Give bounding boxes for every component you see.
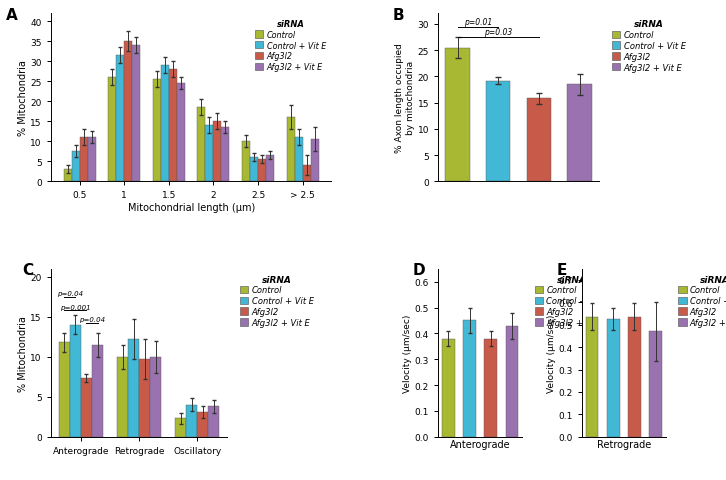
Bar (242, 142, 250, 182)
Bar (150, 357, 161, 437)
Bar (139, 360, 150, 437)
Bar (132, 47, 140, 182)
X-axis label: Retrograde: Retrograde (597, 440, 651, 450)
Legend: Control, Control + Vit E, Afg3l2, Afg3l2 + Vit E: Control, Control + Vit E, Afg3l2, Afg3l2… (610, 19, 688, 74)
Bar (187, 405, 197, 437)
Bar (64, 169, 72, 182)
Bar (311, 140, 319, 182)
Legend: Control, Control + Vit E, Afg3l2, Afg3l2 + Vit E: Control, Control + Vit E, Afg3l2, Afg3l2… (533, 273, 610, 329)
Bar (258, 160, 266, 182)
Bar (81, 379, 92, 437)
Text: B: B (393, 8, 404, 23)
Legend: Control, Control + Vit E, Afg3l2, Afg3l2 + Vit E: Control, Control + Vit E, Afg3l2, Afg3l2… (238, 273, 316, 329)
Text: E: E (556, 263, 567, 277)
Bar (213, 122, 221, 182)
Bar (486, 82, 510, 182)
Bar (92, 345, 103, 437)
Bar (116, 56, 124, 182)
Bar (152, 80, 161, 182)
Bar (649, 332, 662, 437)
Bar (628, 317, 641, 437)
Bar (70, 325, 81, 437)
Bar (197, 108, 205, 182)
Bar (527, 99, 551, 182)
Y-axis label: Velocity (μm/sec): Velocity (μm/sec) (547, 314, 555, 392)
Bar (568, 85, 592, 182)
Bar (177, 84, 185, 182)
Bar (124, 42, 132, 182)
Bar (72, 152, 80, 182)
Bar (607, 320, 619, 437)
Text: C: C (23, 263, 33, 277)
Bar (175, 419, 187, 437)
Bar (463, 321, 476, 437)
Text: D: D (413, 263, 425, 277)
Bar (221, 128, 229, 182)
Y-axis label: % Axon length occupied
by mitochondria: % Axon length occupied by mitochondria (396, 43, 415, 153)
Bar (80, 138, 88, 182)
Text: p=0.01: p=0.01 (464, 17, 492, 26)
Bar (585, 317, 598, 437)
Bar (442, 339, 454, 437)
Bar (108, 78, 116, 182)
Text: p=0.03: p=0.03 (484, 28, 513, 37)
Text: p=0.001: p=0.001 (60, 304, 91, 310)
X-axis label: Mitochondrial length (μm): Mitochondrial length (μm) (128, 203, 255, 213)
Bar (303, 166, 311, 182)
Bar (208, 407, 219, 437)
Bar (250, 158, 258, 182)
Bar (169, 70, 177, 182)
Y-axis label: % Mitochondria: % Mitochondria (17, 315, 28, 391)
X-axis label: Anterograde: Anterograde (450, 440, 510, 450)
Legend: Control, Control + Vit E, Afg3l2, Afg3l2 + Vit E: Control, Control + Vit E, Afg3l2, Afg3l2… (677, 273, 726, 329)
Text: p=0.04: p=0.04 (79, 317, 105, 323)
Text: p=0.04: p=0.04 (57, 290, 83, 296)
Bar (287, 118, 295, 182)
Bar (205, 126, 213, 182)
Y-axis label: Velocity (μm/sec): Velocity (μm/sec) (403, 314, 412, 392)
Bar (266, 156, 274, 182)
Bar (295, 138, 303, 182)
Bar (161, 66, 169, 182)
Text: A: A (6, 8, 17, 23)
Bar (128, 339, 139, 437)
Bar (484, 339, 497, 437)
Bar (197, 412, 208, 437)
Bar (59, 343, 70, 437)
Bar (117, 357, 128, 437)
Y-axis label: % Mitochondria: % Mitochondria (17, 60, 28, 136)
Legend: Control, Control + Vit E, Afg3l2, Afg3l2 + Vit E: Control, Control + Vit E, Afg3l2, Afg3l2… (253, 18, 327, 73)
Bar (506, 326, 518, 437)
Bar (446, 48, 470, 182)
Bar (88, 138, 96, 182)
